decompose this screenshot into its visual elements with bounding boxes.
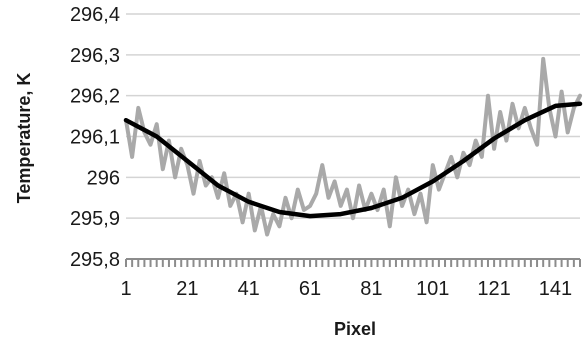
x-tick-label: 61 (299, 278, 321, 300)
y-tick-label: 296,2 (70, 86, 120, 108)
y-tick-label: 295,8 (70, 249, 120, 271)
x-axis-title: Pixel (334, 319, 376, 339)
x-tick-label: 141 (539, 278, 572, 300)
y-tick-label: 295,9 (70, 208, 120, 230)
x-tick-label: 41 (238, 278, 260, 300)
x-tick-label: 81 (360, 278, 382, 300)
x-tick-label: 101 (416, 278, 449, 300)
axes (125, 258, 581, 267)
plot-area (123, 56, 583, 237)
grid-lines (126, 13, 580, 260)
y-tick-label: 296,3 (70, 45, 120, 67)
measured-series-line (124, 56, 582, 237)
x-tick-label: 121 (477, 278, 510, 300)
fitted-series-line (123, 101, 583, 219)
y-tick-label: 296,4 (70, 4, 120, 26)
x-tick-label: 1 (120, 278, 131, 300)
y-tick-label: 296 (87, 167, 120, 189)
y-axis-title: Temperature, K (14, 73, 34, 204)
y-tick-label: 296,1 (70, 127, 120, 149)
x-tick-label: 21 (176, 278, 198, 300)
